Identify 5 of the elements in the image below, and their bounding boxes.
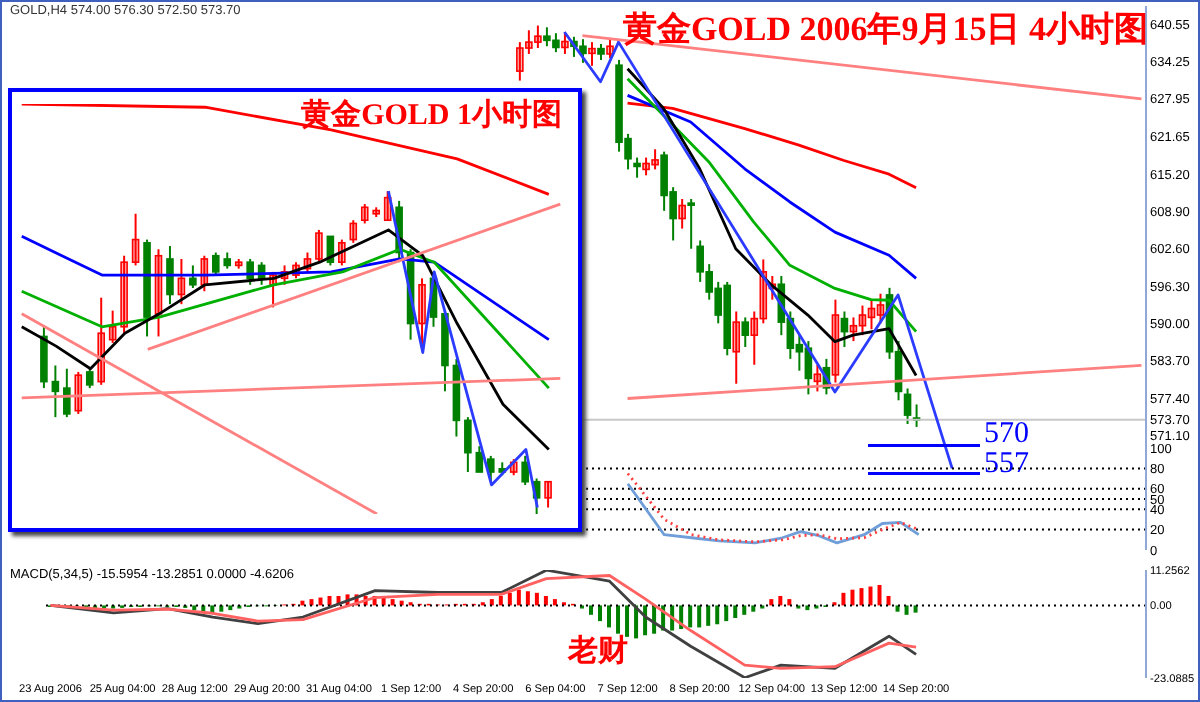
annotation: 老财 xyxy=(568,636,628,668)
annotation: 570 xyxy=(984,418,1029,450)
chart-title: 黄金GOLD 1小时图 xyxy=(301,96,562,134)
annotation: 557 xyxy=(984,448,1029,480)
chart-title: 黄金GOLD 2006年9月15日 4小时图 xyxy=(622,8,1148,52)
